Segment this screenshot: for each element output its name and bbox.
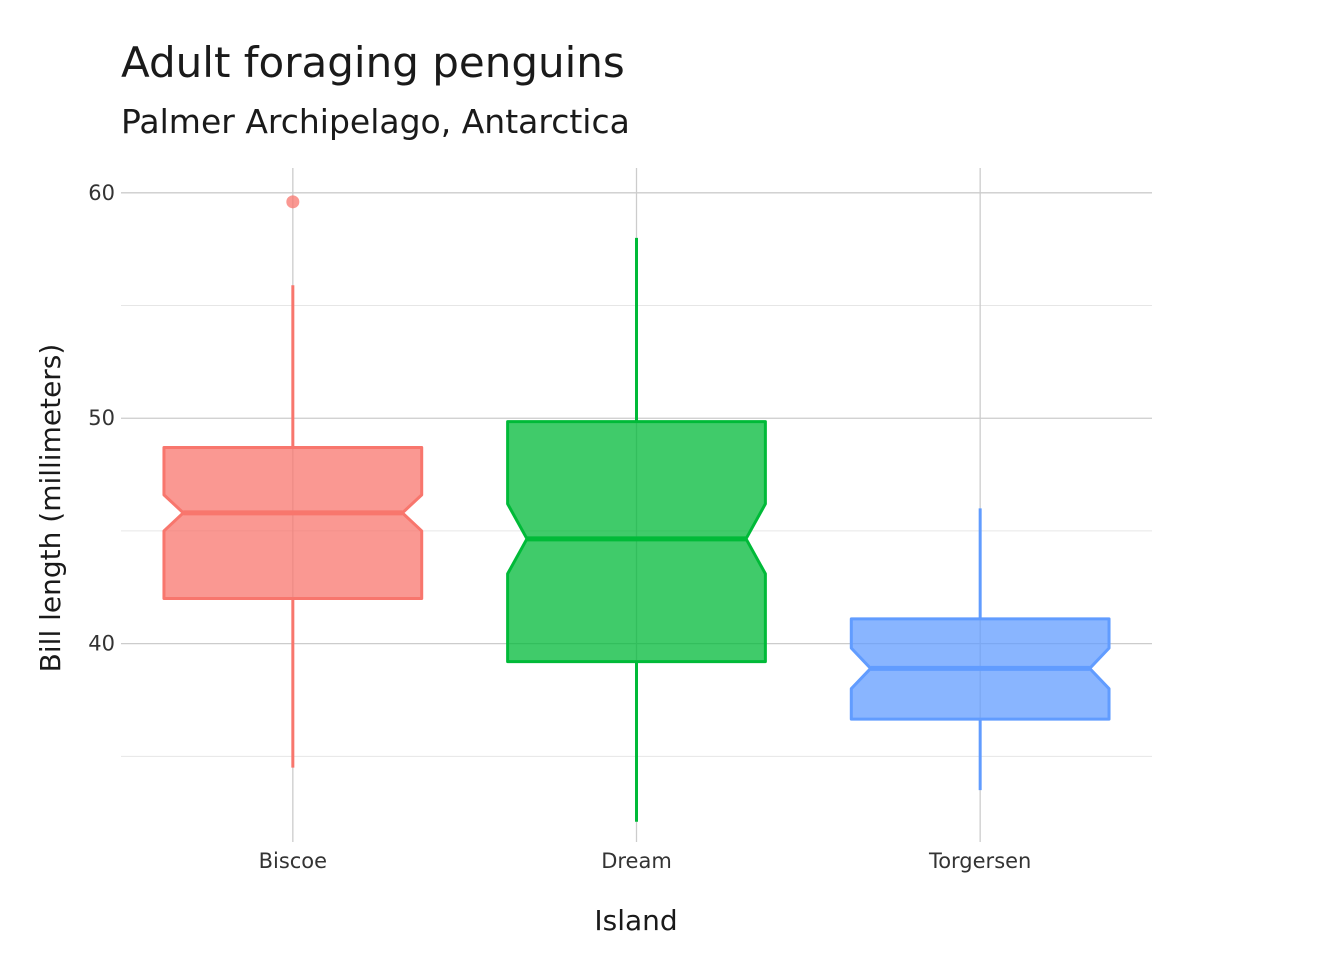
box-body <box>162 446 424 601</box>
box-body <box>506 420 767 664</box>
box-group <box>849 508 1111 791</box>
x-tick-label: Biscoe <box>259 849 328 873</box>
x-axis-ticks: Biscoe Dream Torgersen <box>259 849 1032 873</box>
y-axis-ticks: 40 50 60 <box>88 181 115 656</box>
box-group <box>162 195 424 768</box>
y-tick-label: 60 <box>88 181 115 205</box>
chart-subtitle: Palmer Archipelago, Antarctica <box>121 102 630 141</box>
y-tick-label: 50 <box>88 406 115 430</box>
box-group <box>506 237 767 822</box>
boxes-layer <box>162 195 1111 822</box>
x-tick-label: Torgersen <box>928 849 1031 873</box>
x-axis-title: Island <box>594 904 677 937</box>
y-axis-title: Bill length (millimeters) <box>34 344 67 673</box>
outlier-point <box>286 195 300 209</box>
x-tick-label: Dream <box>601 849 672 873</box>
chart-title: Adult foraging penguins <box>121 38 625 87</box>
y-tick-label: 40 <box>88 632 115 656</box>
